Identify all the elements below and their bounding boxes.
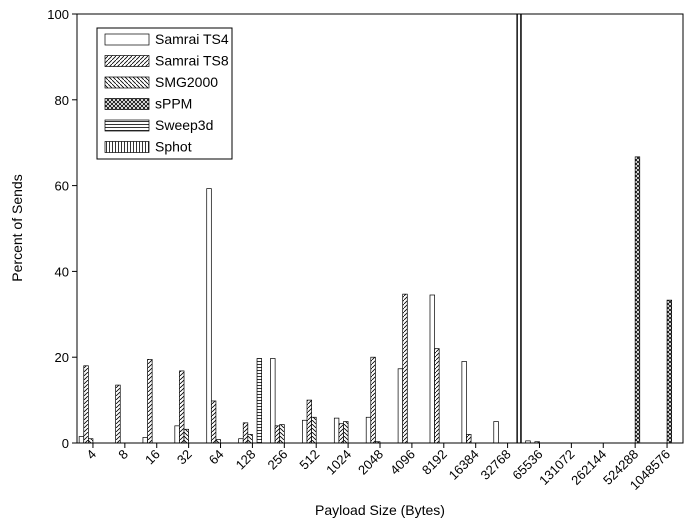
legend-label: Samrai TS8 — [155, 53, 229, 69]
x-tick-label: 512 — [296, 447, 322, 473]
bar — [206, 188, 212, 444]
bar — [461, 361, 467, 444]
x-tick-label: 4 — [83, 447, 99, 463]
bar — [115, 384, 121, 444]
legend-swatch — [104, 119, 150, 132]
bar — [247, 434, 253, 444]
bar — [466, 434, 472, 444]
bar — [311, 416, 317, 444]
legend-swatch — [104, 141, 150, 153]
legend-label: Sweep3d — [155, 117, 213, 133]
legend-label: SMG2000 — [155, 74, 218, 90]
plot-frame — [76, 13, 684, 444]
x-tick-label: 8 — [115, 447, 131, 463]
legend-box — [96, 27, 233, 160]
bar — [343, 421, 349, 444]
y-tick-label: 40 — [55, 264, 69, 279]
x-tick-label: 4096 — [387, 447, 418, 478]
bar — [242, 422, 249, 444]
x-tick-label: 1024 — [323, 447, 354, 478]
x-tick-label: 32 — [174, 447, 195, 468]
bar — [142, 437, 148, 444]
legend-swatch — [104, 33, 150, 46]
bar — [306, 399, 312, 444]
bar — [174, 425, 180, 444]
bar — [210, 400, 217, 444]
y-axis-title: Percent of Sends — [9, 174, 25, 281]
bar — [270, 358, 276, 444]
bar — [78, 436, 85, 444]
bar — [429, 294, 435, 444]
bar — [302, 419, 308, 444]
y-tick-label: 60 — [55, 179, 69, 194]
legend-swatch — [104, 55, 150, 67]
bar — [279, 424, 285, 444]
x-tick-label: 16 — [142, 447, 163, 468]
bar — [634, 156, 641, 444]
bar — [493, 421, 499, 444]
legend-label: Samrai TS4 — [155, 31, 229, 47]
bar — [87, 438, 94, 444]
bar — [397, 368, 404, 444]
x-tick-label: 64 — [206, 447, 227, 468]
bar — [333, 417, 340, 444]
x-tick-label: 16384 — [446, 447, 482, 483]
bar — [215, 439, 221, 444]
bar — [238, 438, 244, 444]
x-tick-label: 256 — [264, 447, 290, 473]
bar — [402, 293, 408, 444]
y-tick-label: 100 — [47, 7, 69, 22]
bar — [183, 428, 189, 444]
legend-label: Sphot — [155, 139, 192, 155]
x-tick-label: 128 — [233, 447, 259, 473]
bar — [274, 425, 281, 444]
bar — [434, 348, 440, 444]
y-tick-label: 0 — [62, 436, 69, 451]
bar — [256, 358, 262, 444]
bar — [370, 356, 376, 444]
bar — [666, 299, 673, 444]
bar — [147, 358, 153, 444]
bar — [338, 423, 344, 444]
bar — [516, 13, 522, 444]
y-tick-label: 80 — [55, 93, 69, 108]
bar — [83, 365, 89, 444]
legend-swatch — [104, 98, 150, 110]
x-tick-label: 2048 — [355, 447, 386, 478]
bar — [365, 416, 372, 444]
legend-label: sPPM — [155, 96, 192, 112]
legend-swatch — [104, 76, 150, 89]
y-tick-label: 20 — [55, 350, 69, 365]
x-tick-label: 32768 — [478, 447, 514, 483]
x-axis-title: Payload Size (Bytes) — [315, 502, 445, 518]
bar — [179, 370, 185, 444]
